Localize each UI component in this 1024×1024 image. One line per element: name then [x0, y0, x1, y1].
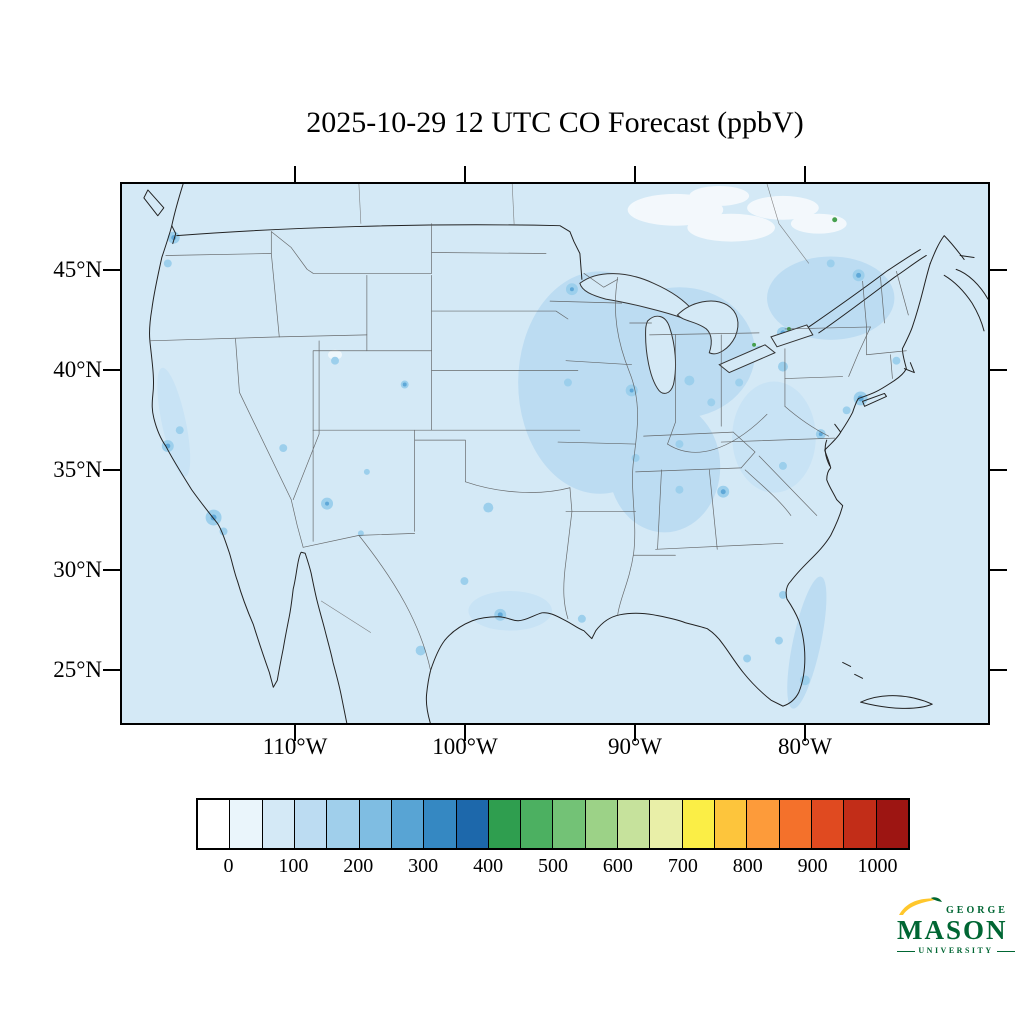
lake-huron	[676, 300, 739, 355]
cuba-coast	[860, 695, 933, 709]
colorbar-segment	[487, 800, 521, 848]
colorbar-segment	[810, 800, 844, 848]
great-salt-lake-patch	[328, 349, 342, 360]
axis-tick	[634, 725, 636, 741]
axis-tick	[464, 166, 466, 182]
colorbar-segment	[390, 800, 424, 848]
long-island	[862, 392, 887, 407]
colorbar-segments	[198, 800, 908, 848]
gmu-logo-george: GEORGE	[946, 905, 1008, 916]
colorbar-tick-label: 1000	[857, 855, 898, 877]
axis-tick	[103, 469, 120, 471]
gmu-logo: GEORGE MASON UNIVERSITY	[897, 894, 1016, 956]
cape-cod	[903, 362, 915, 374]
bay-of-fundy-nova-scotia	[943, 254, 988, 332]
colorbar-tick-label: 300	[408, 855, 439, 877]
colorbar-tick-label: 800	[732, 855, 763, 877]
lat-label: 35°N	[53, 457, 102, 482]
lat-label: 30°N	[53, 557, 102, 582]
colorbar-segment	[584, 800, 618, 848]
colorbar-segment	[293, 800, 327, 848]
st-lawrence-river	[808, 249, 927, 334]
axis-tick	[634, 166, 636, 182]
co-hotspots	[161, 231, 901, 686]
axis-tick	[990, 669, 1007, 671]
chesapeake-bay	[824, 439, 831, 467]
lon-label: 80°W	[778, 734, 832, 759]
lake-erie	[718, 344, 776, 374]
axis-tick	[103, 569, 120, 571]
colorbar-segment	[552, 800, 585, 848]
colorbar-segment	[520, 800, 553, 848]
lat-label: 40°N	[53, 357, 102, 382]
colorbar-tick-label: 900	[797, 855, 828, 877]
vancouver-island	[143, 189, 165, 217]
colorbar-tick-label: 0	[223, 855, 234, 877]
colorbar-tick-label: 400	[473, 855, 504, 877]
axis-tick	[103, 669, 120, 671]
lon-label: 90°W	[608, 734, 662, 759]
axis-tick	[294, 166, 296, 182]
lat-label: 45°N	[53, 257, 102, 282]
colorbar-tick-label: 700	[667, 855, 698, 877]
gmu-swoosh-icon	[899, 897, 942, 915]
colorbar-segment	[746, 800, 779, 848]
map-plot-area	[120, 182, 990, 725]
bahamas	[842, 661, 864, 679]
gmu-logo-university: UNIVERSITY	[918, 946, 994, 956]
canada-border-49n	[176, 224, 583, 280]
colorbar-segment	[778, 800, 811, 848]
colorbar	[196, 798, 910, 850]
axis-tick	[990, 469, 1007, 471]
colorbar-segment	[261, 800, 294, 848]
colorbar-segment	[455, 800, 488, 848]
colorbar-segment	[198, 800, 230, 848]
us-co-map	[122, 184, 988, 723]
axis-tick	[464, 725, 466, 741]
axis-tick	[294, 725, 296, 741]
page-title: 2025-10-29 12 UTC CO Forecast (ppbV)	[306, 106, 804, 139]
lon-label: 110°W	[262, 734, 328, 759]
axis-tick	[990, 269, 1007, 271]
delaware-bay	[834, 423, 842, 433]
colorbar-segment	[875, 800, 908, 848]
puget-sound	[171, 225, 177, 245]
canada-mexico-borders	[320, 184, 810, 633]
gulf-atlantic-coast	[425, 262, 931, 723]
gmu-logo-university-row: UNIVERSITY	[897, 946, 1016, 956]
colorbar-tick-label: 600	[602, 855, 633, 877]
colorbar-tick-label: 100	[278, 855, 309, 877]
maine-maritimes-coast	[929, 235, 965, 264]
state-borders	[149, 223, 909, 671]
colorbar-segment	[681, 800, 714, 848]
axis-tick	[804, 166, 806, 182]
lake-michigan	[645, 315, 677, 394]
colorbar-segment	[326, 800, 359, 848]
colorbar-tick-label: 500	[538, 855, 568, 877]
axis-tick	[990, 369, 1007, 371]
logo-rule-right	[996, 950, 1016, 952]
logo-rule-left	[897, 950, 916, 952]
colorbar-tick-label: 200	[343, 855, 374, 877]
gmu-logo-mason: MASON	[897, 915, 1008, 945]
colorbar-segment	[843, 800, 876, 848]
axis-tick	[103, 369, 120, 371]
axis-tick	[990, 569, 1007, 571]
colorbar-segment	[617, 800, 650, 848]
lat-label: 25°N	[53, 657, 102, 682]
colorbar-segment	[649, 800, 682, 848]
colorbar-labels: 0 100 200 300 400 500 600 700 800 900 1000	[196, 855, 910, 883]
colorbar-segment	[423, 800, 456, 848]
gmu-logo-top-row: GEORGE	[897, 894, 1015, 916]
colorbar-segment	[714, 800, 747, 848]
axis-tick	[804, 725, 806, 741]
lon-label: 100°W	[432, 734, 498, 759]
colorbar-segment	[229, 800, 262, 848]
colorbar-segment	[358, 800, 391, 848]
low-co-patches	[627, 185, 847, 242]
axis-tick	[103, 269, 120, 271]
